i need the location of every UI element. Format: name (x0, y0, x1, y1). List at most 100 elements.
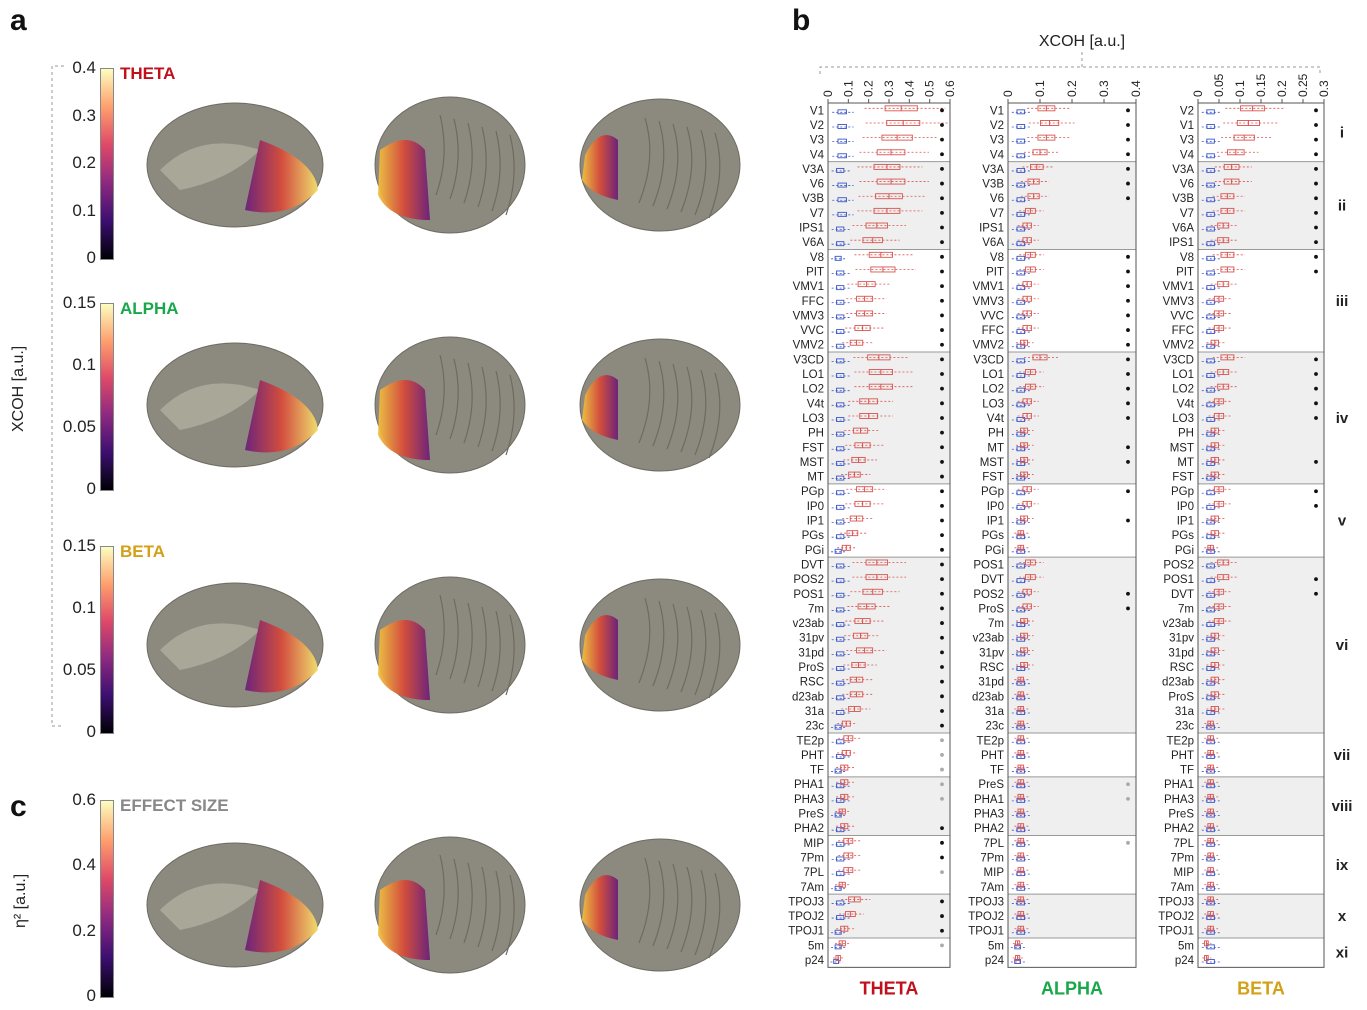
brain-lateral-view (579, 98, 741, 232)
colorbar-tick: 0 (86, 479, 96, 498)
row-label: TPOJ2 (1158, 911, 1194, 923)
row-label: V6A (802, 237, 824, 249)
row-label: MST (1170, 442, 1194, 454)
brain-posterior-view (374, 836, 526, 974)
significance-dot (940, 181, 944, 186)
significance-dot (940, 342, 944, 347)
significance-dot (940, 210, 944, 215)
row-label: V4 (810, 149, 825, 161)
row-label: p24 (985, 955, 1005, 967)
significance-dot (1126, 284, 1130, 289)
row-label: LO3 (802, 413, 824, 425)
row-label: IP1 (987, 516, 1004, 528)
group-label: x (1338, 908, 1347, 925)
blue-box (1206, 695, 1215, 701)
significance-dot (940, 430, 944, 435)
significance-dot (940, 943, 944, 948)
row-label: POS2 (973, 589, 1004, 601)
significance-dot (940, 284, 944, 289)
row-label: PHA2 (1164, 823, 1194, 835)
brain-lateral-view (579, 838, 741, 972)
row-label: V3CD (1163, 354, 1194, 366)
row-label: V3CD (973, 354, 1004, 366)
significance-dot (940, 547, 944, 552)
colorbar-tick: 0.05 (62, 660, 96, 679)
row-label: POS1 (973, 559, 1004, 571)
row-label: IPS1 (979, 223, 1004, 235)
band-label-theta: THETA (860, 978, 919, 998)
row-label: PHA3 (794, 794, 824, 806)
row-label: V3B (1172, 193, 1194, 205)
colorbar-tick: 0.2 (72, 153, 96, 172)
blue-box (1206, 167, 1215, 173)
row-label: ProS (1168, 691, 1194, 703)
row-label: IPS1 (799, 223, 824, 235)
blue-box (1206, 519, 1215, 525)
x-tick-label: 0.4 (902, 80, 916, 97)
colorbar-tick: 0.15 (62, 293, 96, 312)
row-label: MT (1177, 457, 1194, 469)
colorbar-tick: 0 (86, 722, 96, 741)
blue-box (836, 666, 845, 671)
blue-box (1016, 182, 1026, 188)
row-label: POS1 (1163, 574, 1194, 586)
band-label-beta: BETA (1237, 978, 1285, 998)
blue-box (836, 622, 845, 628)
blue-box (1206, 255, 1215, 261)
blue-box (1206, 431, 1215, 437)
group-shade (1198, 557, 1324, 733)
blue-box (836, 241, 845, 247)
blue-box (1016, 504, 1026, 510)
row-label: POS1 (793, 589, 824, 601)
significance-dot (940, 167, 944, 171)
blue-box (1206, 460, 1215, 466)
blue-box (1016, 255, 1026, 261)
significance-dot (940, 635, 944, 640)
significance-dot (940, 254, 944, 259)
row-label: LO1 (982, 369, 1004, 381)
blue-box (1206, 622, 1215, 628)
row-label: IP1 (807, 516, 824, 528)
row-label: PHA1 (974, 794, 1004, 806)
brain-renderings (146, 96, 741, 974)
blue-box (1016, 197, 1026, 203)
row-label: V7 (1180, 208, 1194, 220)
blue-box (1206, 592, 1215, 598)
row-label: PIT (1176, 266, 1194, 278)
row-label: V3A (1172, 164, 1194, 176)
significance-dot (940, 533, 944, 538)
blue-box (1016, 387, 1026, 393)
row-label: VMV2 (793, 340, 824, 352)
significance-dot (1314, 489, 1318, 494)
blue-box (836, 387, 845, 393)
significance-dot (940, 665, 944, 669)
xcoh-axis-label: XCOH [a.u.] (10, 345, 27, 432)
blue-box (836, 475, 845, 481)
blue-box (1016, 329, 1026, 335)
row-label: 7m (988, 618, 1004, 630)
significance-dot (940, 782, 944, 787)
row-label: 31pv (799, 633, 824, 645)
row-label: MIP (1174, 867, 1195, 879)
group-shade (828, 557, 950, 733)
top-bracket (819, 66, 1321, 74)
blue-box (1206, 490, 1215, 496)
blue-box (836, 636, 845, 642)
row-label: v23ab (1163, 618, 1194, 630)
group-label: vi (1336, 637, 1349, 654)
x-tick-label: 0.2 (1065, 80, 1079, 97)
blue-box (1206, 563, 1215, 569)
significance-dot (940, 591, 944, 596)
blue-box (1206, 680, 1215, 686)
blue-box (1206, 109, 1215, 115)
blue-box (836, 490, 845, 496)
row-label: v23ab (793, 618, 824, 630)
row-label: PreS (798, 809, 824, 821)
blue-box (836, 651, 845, 657)
colorbar-beta (100, 546, 114, 734)
blue-box (1016, 124, 1026, 129)
row-label: TPOJ1 (968, 926, 1004, 938)
significance-dot (1126, 840, 1130, 845)
row-label: FST (802, 442, 824, 454)
significance-dot (1126, 342, 1130, 347)
